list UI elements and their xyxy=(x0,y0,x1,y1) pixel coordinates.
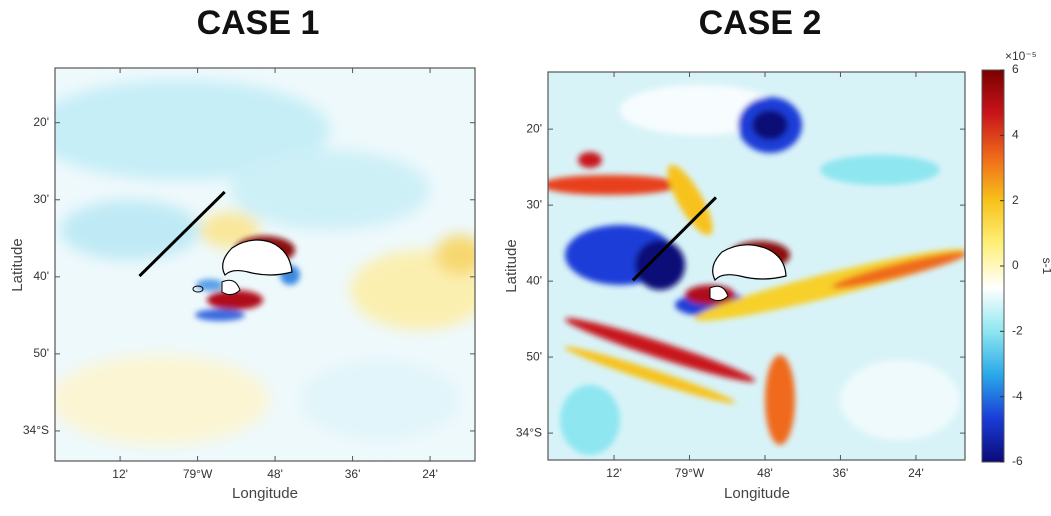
y-tick-label: 40' xyxy=(526,273,542,287)
frame xyxy=(54,67,476,462)
y-axis-label: Latitude xyxy=(9,238,26,291)
x-tick-label: 79°W xyxy=(183,467,213,481)
y-tick-label: 20' xyxy=(33,115,49,129)
y-axis-label: Latitude xyxy=(503,239,520,292)
x-tick-label: 12' xyxy=(112,467,128,481)
panel-title: CASE 1 xyxy=(197,4,320,42)
x-tick-label: 48' xyxy=(757,466,773,480)
x-tick-label: 12' xyxy=(606,466,622,480)
colorbar-tick-label: -2 xyxy=(1012,324,1023,338)
y-tick-label: 20' xyxy=(526,121,542,135)
x-tick-label: 24' xyxy=(422,467,438,481)
y-tick-label: 50' xyxy=(526,349,542,363)
y-tick-label: 34°S xyxy=(516,425,542,439)
colorbar-tick-label: -6 xyxy=(1012,454,1023,468)
transect xyxy=(631,196,717,282)
field-2 xyxy=(548,72,965,460)
frame xyxy=(547,71,966,461)
colorbar-tick-label: 2 xyxy=(1012,193,1019,207)
transect xyxy=(138,190,226,278)
x-tick-label: 48' xyxy=(267,467,283,481)
x-tick-label: 24' xyxy=(908,466,924,480)
y-tick-label: 30' xyxy=(33,192,49,206)
panel-title: CASE 2 xyxy=(699,4,822,42)
colorbar-tick-label: 6 xyxy=(1012,62,1019,76)
x-tick-label: 36' xyxy=(345,467,361,481)
x-axis-label: Longitude xyxy=(724,485,790,502)
colorbar-multiplier: ×10⁻⁵ xyxy=(1005,49,1037,63)
field-1 xyxy=(55,68,475,461)
x-tick-label: 36' xyxy=(833,466,849,480)
y-tick-label: 30' xyxy=(526,197,542,211)
y-tick-label: 40' xyxy=(33,269,49,283)
colorbar-tick-label: 0 xyxy=(1012,258,1019,272)
colorbar-tick-label: 4 xyxy=(1012,128,1019,142)
colorbar-tick-label: -4 xyxy=(1012,389,1023,403)
colorbar-label: s-1 xyxy=(1040,258,1051,275)
y-tick-label: 34°S xyxy=(23,423,49,437)
x-tick-label: 79°W xyxy=(675,466,705,480)
y-tick-label: 50' xyxy=(33,346,49,360)
x-axis-label: Longitude xyxy=(232,485,298,502)
